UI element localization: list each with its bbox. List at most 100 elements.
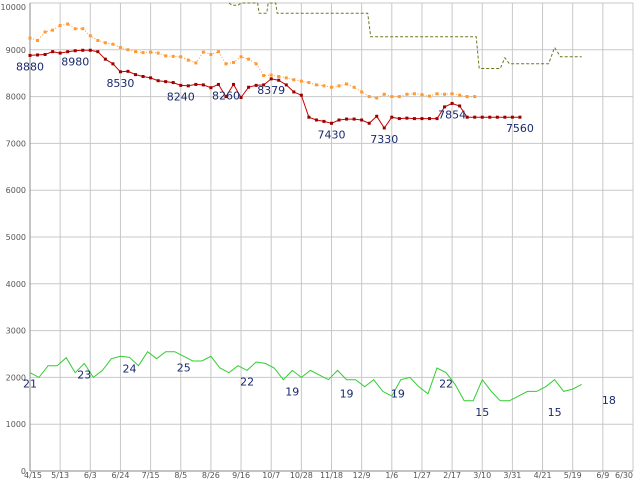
series-point-0: [36, 53, 40, 57]
series-point-1: [443, 92, 447, 96]
chart-series: [28, 2, 582, 402]
x-tick-label: 10/28: [290, 471, 313, 480]
series-point-0: [73, 49, 77, 53]
series-point-1: [367, 95, 371, 99]
series-point-0: [262, 83, 266, 87]
series-point-0: [141, 74, 145, 78]
series-point-0: [111, 62, 115, 66]
series-point-0: [480, 115, 484, 119]
series-point-0: [382, 126, 386, 130]
y-tick-label: 2000: [6, 373, 26, 382]
series-point-1: [232, 60, 236, 64]
series-point-0: [337, 118, 341, 122]
series-point-1: [103, 41, 107, 45]
series-point-0: [352, 117, 356, 121]
series-point-0: [96, 50, 100, 54]
series-point-0: [186, 84, 190, 88]
data-label: 25: [177, 361, 191, 374]
x-tick-label: 3/10: [473, 471, 491, 480]
y-tick-label: 1000: [6, 420, 26, 429]
series-point-1: [337, 84, 341, 88]
series-point-0: [164, 80, 168, 84]
y-tick-label: 6000: [6, 186, 26, 195]
series-point-1: [375, 96, 379, 100]
series-point-0: [254, 83, 258, 87]
series-point-0: [412, 117, 416, 121]
series-point-1: [299, 79, 303, 83]
x-tick-label: 12/9: [353, 471, 371, 480]
x-tick-label: 6/30: [615, 471, 633, 480]
series-point-0: [503, 115, 507, 119]
x-tick-label: 1/27: [413, 471, 431, 480]
series-point-0: [375, 114, 379, 118]
data-label: 15: [548, 406, 562, 419]
series-point-1: [216, 50, 220, 54]
y-tick-label: 7000: [6, 139, 26, 148]
series-point-1: [284, 76, 288, 80]
x-tick-label: 5/13: [51, 471, 69, 480]
series-point-0: [126, 69, 130, 73]
series-point-0: [360, 118, 364, 122]
series-point-0: [66, 50, 70, 54]
x-tick-label: 4/15: [24, 471, 42, 480]
series-point-1: [66, 22, 70, 26]
series-point-1: [435, 92, 439, 96]
series-point-0: [58, 51, 62, 55]
series-point-0: [224, 95, 228, 99]
series-point-0: [194, 82, 198, 86]
series-point-1: [73, 27, 77, 31]
series-point-1: [420, 93, 424, 97]
series-point-0: [156, 79, 160, 83]
y-axis-ticks: 0 1000 2000 3000 4000 5000 6000 7000 8000 9000 100…: [1, 3, 26, 476]
x-tick-label: 6/24: [111, 471, 129, 480]
series-point-0: [397, 117, 401, 121]
series-point-1: [36, 38, 40, 42]
data-labels: 8880 8980 8530 8240 8260 8379 7430 7330 7854 7560…: [16, 56, 616, 419]
series-point-0: [473, 115, 477, 119]
series-point-1: [360, 90, 364, 94]
series-point-0: [322, 119, 326, 123]
series-point-1: [292, 78, 296, 82]
x-tick-label: 4/21: [534, 471, 552, 480]
series-point-1: [201, 50, 205, 54]
series-point-0: [51, 50, 55, 54]
series-point-1: [126, 48, 130, 52]
series-point-1: [186, 58, 190, 62]
data-label: 8260: [212, 89, 240, 102]
x-tick-label: 2/17: [443, 471, 461, 480]
data-label: 19: [285, 385, 299, 398]
series-point-0: [367, 121, 371, 125]
data-label: 19: [340, 388, 354, 401]
series-point-0: [443, 105, 447, 109]
series-point-0: [307, 115, 311, 119]
series-point-0: [216, 82, 220, 86]
data-label: 21: [23, 378, 37, 391]
series-point-1: [164, 54, 168, 58]
data-label: 23: [77, 368, 91, 381]
series-point-0: [239, 96, 243, 100]
series-point-0: [247, 85, 251, 89]
data-label: 7430: [318, 128, 346, 141]
series-point-1: [458, 93, 462, 97]
series-point-1: [58, 23, 62, 27]
series-point-1: [397, 95, 401, 99]
series-point-1: [254, 62, 258, 66]
series-point-0: [277, 78, 281, 82]
series-point-0: [43, 52, 47, 56]
chart-grid: [29, 2, 634, 472]
series-point-1: [118, 45, 122, 49]
x-tick-label: 11/18: [320, 471, 343, 480]
series-point-1: [179, 55, 183, 59]
series-point-0: [149, 76, 153, 80]
series-point-0: [405, 116, 409, 120]
data-label: 8980: [61, 56, 89, 69]
series-point-0: [209, 86, 213, 90]
series-point-1: [111, 42, 115, 46]
y-tick-label: 3000: [6, 327, 26, 336]
series-point-0: [488, 115, 492, 119]
data-label: 24: [122, 362, 136, 375]
series-point-0: [134, 73, 138, 77]
series-point-0: [495, 115, 499, 119]
series-point-0: [103, 57, 107, 61]
series-point-0: [420, 117, 424, 121]
